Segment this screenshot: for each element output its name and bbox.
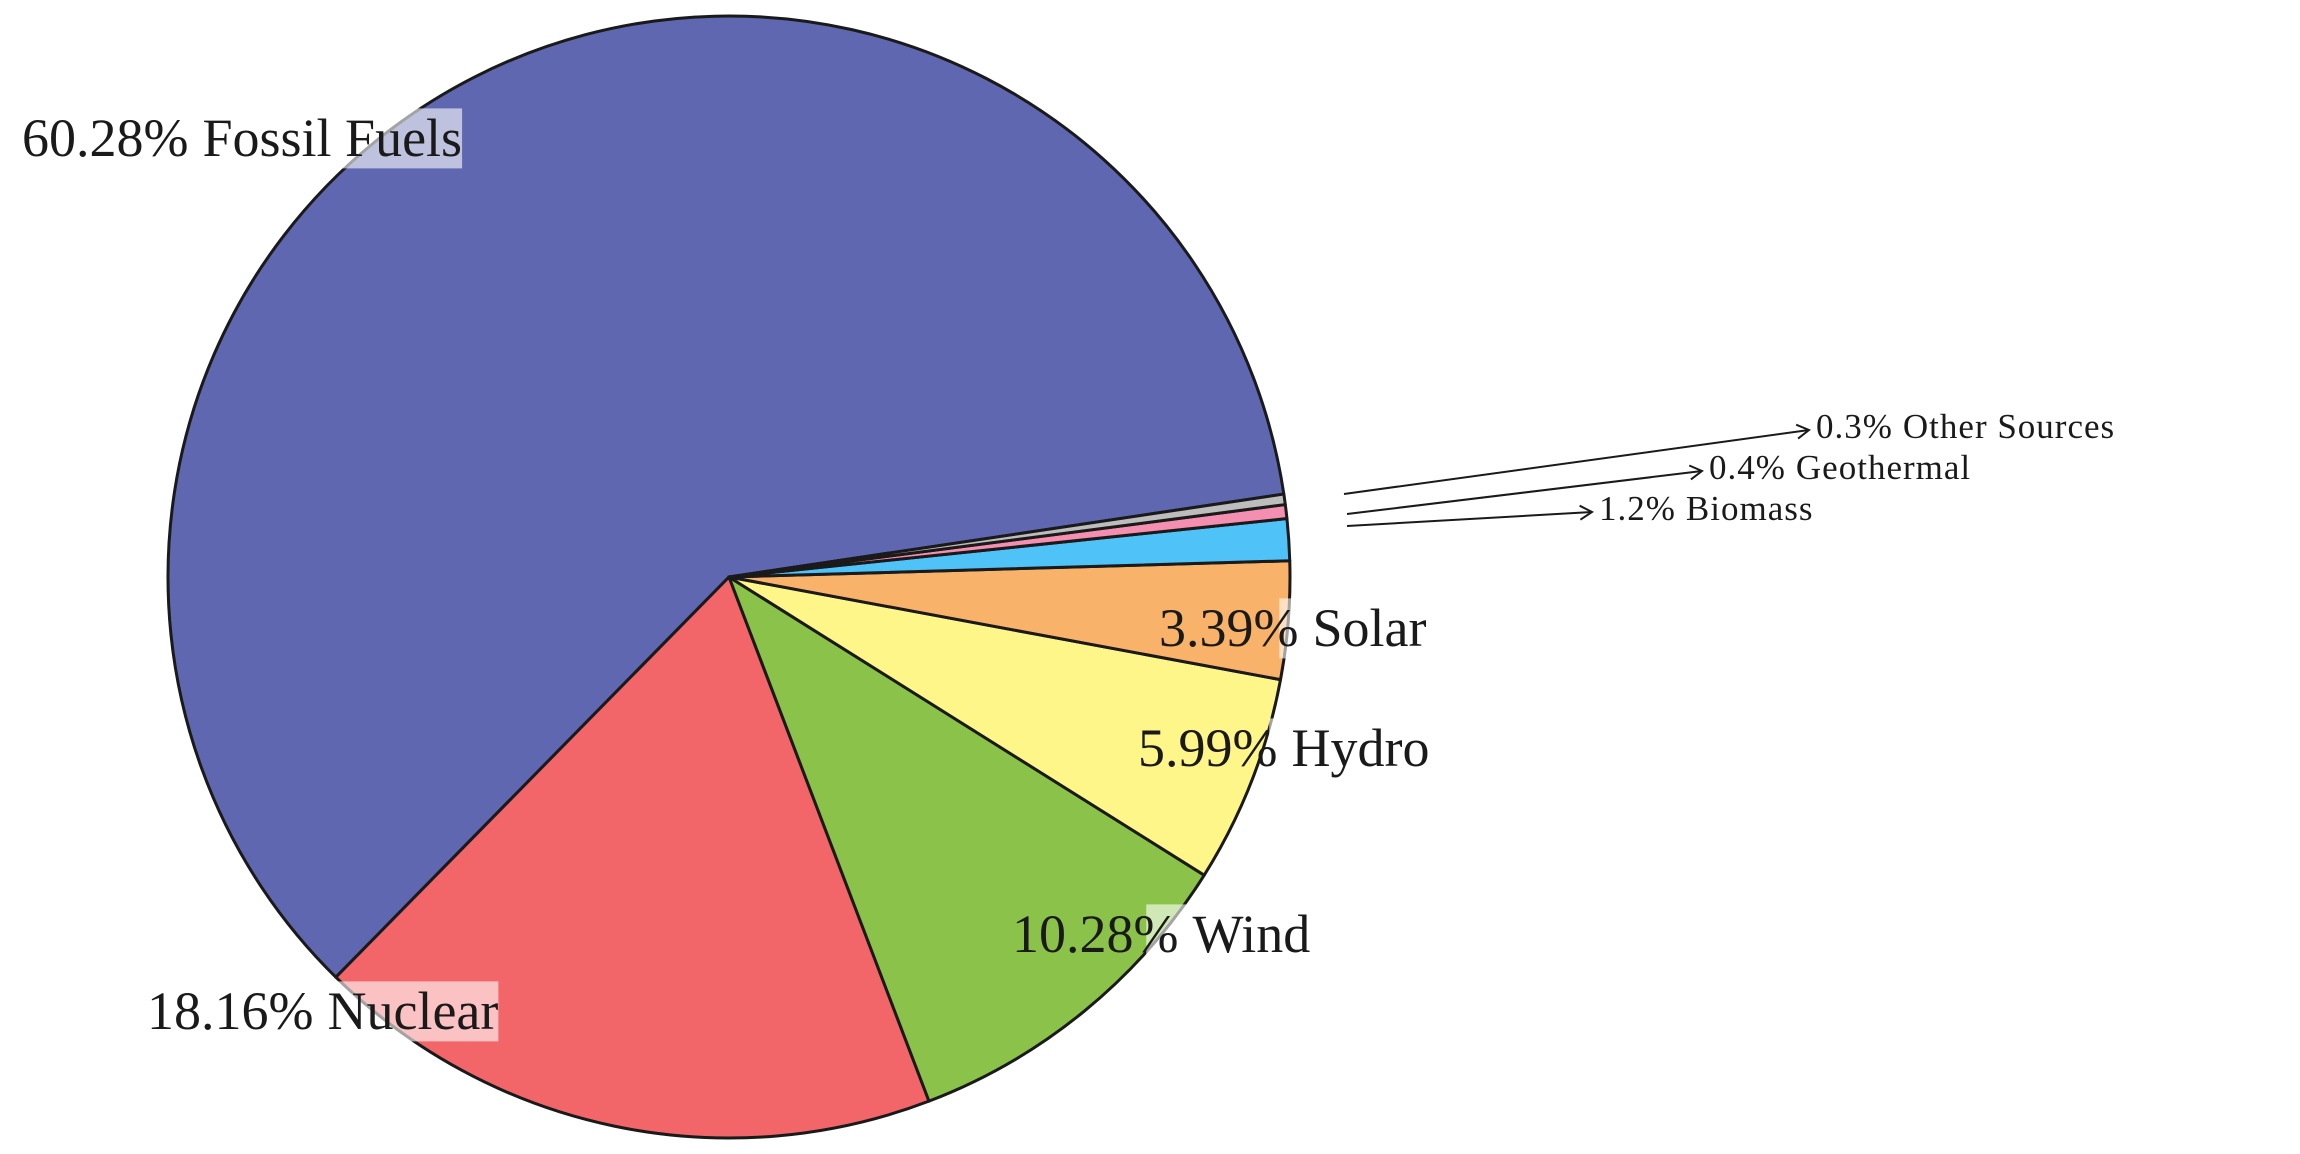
category-label: Biomass [1686, 489, 1814, 528]
wedge-label: 0.4% Geothermal [1709, 448, 1971, 487]
wedge-label: 0.3% Other Sources [1816, 407, 2115, 446]
label-arrow [1346, 504, 1594, 527]
value-label: 0.3% [1816, 407, 1893, 446]
label-arrow [1346, 464, 1704, 515]
value-label: 10.28% [1012, 904, 1178, 964]
value-label: 3.39% [1159, 598, 1298, 658]
labels: 60.28% Fossil Fuels 18.16% Nuclear 10.28% Win… [22, 108, 2115, 1042]
wedge-label: 5.99% Hydro [1138, 718, 1429, 778]
wedge [166, 14, 1286, 979]
wedge [727, 492, 1287, 579]
wedge-label: 3.39% Solar [1159, 598, 1426, 658]
label-background [1146, 904, 1311, 965]
category-label: Wind [1192, 904, 1310, 964]
wedge-label: 18.16% Nuclear [147, 981, 498, 1041]
category-label: Geothermal [1796, 448, 1971, 487]
label-background [1269, 718, 1430, 779]
value-label: 1.2% [1599, 489, 1676, 528]
value-label: 60.28% [22, 108, 188, 168]
label-arrow [1343, 423, 1811, 495]
value-label: 5.99% [1138, 718, 1277, 778]
label-background [220, 108, 463, 169]
category-label: Solar [1312, 598, 1426, 658]
value-label: 0.4% [1709, 448, 1786, 487]
wedge-label: 10.28% Wind [1012, 904, 1310, 964]
wedge [727, 575, 1206, 1103]
wedge-label: 60.28% Fossil Fuels [22, 108, 462, 168]
wedge-label: 1.2% Biomass [1599, 489, 1813, 528]
category-label: Nuclear [327, 981, 498, 1041]
category-label: Other Sources [1903, 407, 2115, 446]
label-background [1279, 598, 1427, 659]
label-background [305, 981, 499, 1042]
wedge [727, 575, 1283, 877]
pie [166, 14, 1292, 1140]
category-label: Fossil Fuels [202, 108, 462, 168]
value-label: 18.16% [147, 981, 313, 1041]
category-label: Hydro [1291, 718, 1429, 778]
